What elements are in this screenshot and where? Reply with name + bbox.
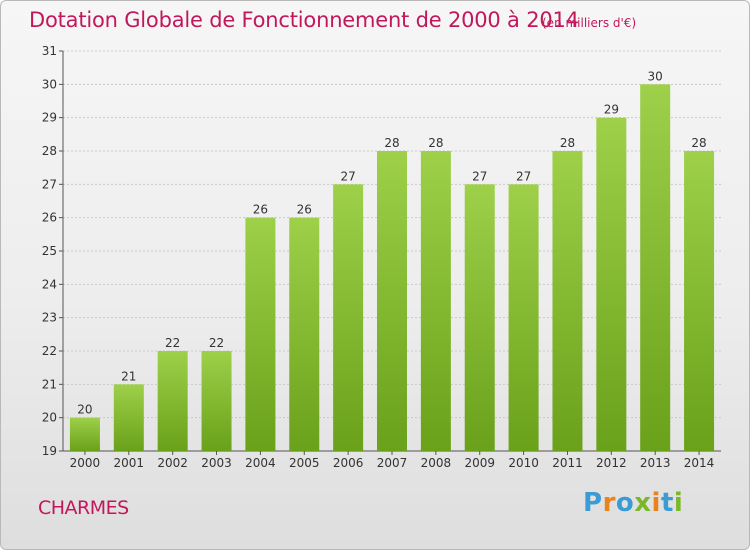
- x-tick-label: 2002: [157, 456, 188, 470]
- bar: [289, 217, 320, 451]
- logo-letter: o: [615, 488, 635, 518]
- x-tick-label: 2008: [421, 456, 452, 470]
- y-tick-label: 20: [42, 411, 57, 425]
- data-label: 21: [121, 369, 136, 383]
- logo-letter: r: [602, 488, 616, 518]
- x-tick-label: 2004: [245, 456, 276, 470]
- chart-subtitle: (en milliers d'€): [542, 16, 637, 30]
- bar: [596, 117, 627, 452]
- x-tick-label: 2001: [114, 456, 145, 470]
- data-label: 26: [297, 203, 312, 217]
- bar: [157, 351, 188, 451]
- data-label: 28: [691, 136, 706, 150]
- y-tick-label: 31: [42, 44, 57, 58]
- bar: [69, 417, 100, 451]
- y-tick-label: 29: [42, 111, 57, 125]
- data-label: 28: [428, 136, 443, 150]
- proxiti-logo: Proxiti: [583, 488, 683, 518]
- x-tick-label: 2006: [333, 456, 364, 470]
- x-tick-label: 2000: [70, 456, 101, 470]
- logo-letter: t: [660, 488, 674, 518]
- data-label: 26: [253, 203, 268, 217]
- y-tick-label: 25: [42, 244, 57, 258]
- data-label: 28: [384, 136, 399, 150]
- x-tick-label: 2007: [377, 456, 408, 470]
- data-label: 27: [340, 169, 355, 183]
- bar: [552, 151, 583, 451]
- y-tick-label: 21: [42, 377, 57, 391]
- chart-title: Dotation Globale de Fonctionnement de 20…: [29, 8, 579, 32]
- logo-letter: i: [651, 488, 661, 518]
- x-tick-label: 2010: [508, 456, 539, 470]
- data-label: 22: [209, 336, 224, 350]
- data-label: 30: [648, 69, 663, 83]
- bar: [245, 217, 276, 451]
- y-tick-label: 26: [42, 211, 57, 225]
- x-tick-label: 2005: [289, 456, 320, 470]
- bar: [508, 184, 539, 452]
- bar: [113, 384, 144, 451]
- x-tick-label: 2011: [552, 456, 583, 470]
- bar: [640, 84, 671, 451]
- y-tick-label: 19: [42, 444, 57, 458]
- bar: [377, 151, 407, 451]
- bar: [420, 151, 451, 451]
- data-label: 29: [604, 103, 619, 117]
- logo-letter: i: [673, 488, 684, 518]
- data-label: 20: [77, 403, 92, 417]
- bar: [333, 184, 364, 452]
- x-tick-label: 2014: [684, 456, 715, 470]
- bar: [201, 351, 232, 451]
- data-label: 27: [472, 169, 487, 183]
- y-tick-label: 22: [42, 344, 57, 358]
- data-label: 28: [560, 136, 575, 150]
- y-tick-label: 23: [42, 311, 57, 325]
- y-tick-label: 24: [42, 277, 57, 291]
- logo-letter: x: [634, 488, 652, 518]
- y-tick-label: 30: [42, 77, 57, 91]
- bar: [464, 184, 495, 452]
- x-tick-label: 2013: [640, 456, 671, 470]
- bar: [684, 151, 715, 451]
- logo-letter: P: [583, 488, 603, 518]
- y-tick-label: 27: [42, 177, 57, 191]
- y-tick-label: 28: [42, 144, 57, 158]
- x-tick-label: 2012: [596, 456, 627, 470]
- data-label: 22: [165, 336, 180, 350]
- commune-name: CHARMES: [38, 497, 129, 519]
- x-tick-label: 2009: [464, 456, 495, 470]
- data-label: 27: [516, 169, 531, 183]
- x-tick-label: 2003: [201, 456, 232, 470]
